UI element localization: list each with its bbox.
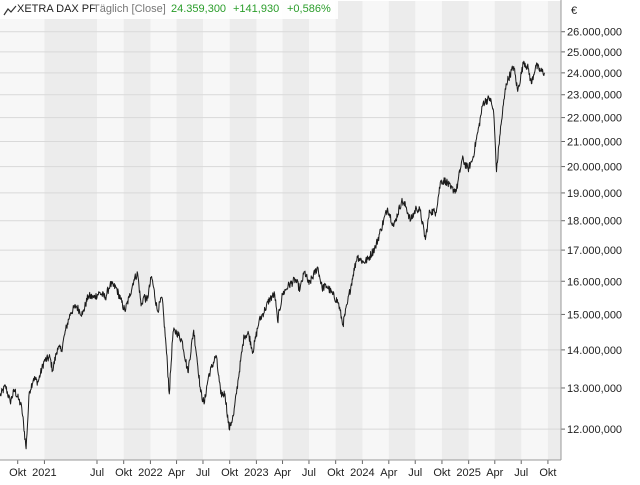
change-percent: +0,586% <box>287 3 331 15</box>
price-line <box>0 60 545 450</box>
y-tick-label: 23.000,000 <box>567 90 622 102</box>
x-tick-label: Apr <box>168 467 185 479</box>
x-tick-label: Apr <box>380 467 397 479</box>
quarter-band <box>44 1 97 460</box>
last-price: 24.359,300 <box>171 3 227 15</box>
quarter-band <box>335 1 363 460</box>
line-chart-icon[interactable] <box>3 5 17 16</box>
y-tick-label: 13.000,000 <box>567 383 622 395</box>
x-tick-label: Apr <box>274 467 291 479</box>
y-tick-label: 17.000,000 <box>567 245 622 257</box>
y-tick-label: 15.000,000 <box>567 309 622 321</box>
quarter-band <box>123 1 151 460</box>
x-tick-label: Apr <box>486 467 503 479</box>
x-tick-label: 2025 <box>456 467 480 479</box>
x-tick-label: Okt <box>9 467 26 479</box>
x-tick-label: 2022 <box>138 467 162 479</box>
y-tick-label: 20.000,000 <box>567 162 622 174</box>
quarter-band <box>176 1 203 460</box>
y-tick-label: 19.000,000 <box>567 188 622 200</box>
quarter-band <box>494 1 522 460</box>
x-tick-label: Jul <box>408 467 422 479</box>
x-tick-label: 2023 <box>244 467 268 479</box>
x-tick-label: Jul <box>90 467 104 479</box>
quarter-band <box>388 1 416 460</box>
y-tick-label: 21.000,000 <box>567 136 622 148</box>
x-tick-label: Okt <box>221 467 238 479</box>
x-tick-label: Okt <box>539 467 556 479</box>
x-tick-label: Jul <box>302 467 316 479</box>
instrument-name[interactable]: XETRA DAX PF <box>17 3 96 15</box>
y-tick-label: 22.000,000 <box>567 113 622 125</box>
x-tick-label: 2024 <box>350 467 374 479</box>
y-tick-label: 26.000,000 <box>567 27 622 39</box>
quarter-band <box>547 1 561 460</box>
x-tick-label: Okt <box>115 467 132 479</box>
quarter-band <box>229 1 257 460</box>
x-tick-label: Okt <box>433 467 450 479</box>
x-tick-label: Jul <box>514 467 528 479</box>
y-tick-label: 24.000,000 <box>567 68 622 80</box>
y-tick-label: 14.000,000 <box>567 345 622 357</box>
quarter-band <box>441 1 469 460</box>
currency-unit-label: € <box>571 5 577 17</box>
interval-label: Täglich [Close] <box>93 3 166 15</box>
y-tick-label: 16.000,000 <box>567 276 622 288</box>
legend-header <box>0 1 338 19</box>
y-tick-label: 12.000,000 <box>567 424 622 436</box>
x-tick-label: Okt <box>327 467 344 479</box>
x-tick-label: Jul <box>196 467 210 479</box>
y-tick-label: 25.000,000 <box>567 47 622 59</box>
x-tick-label: 2021 <box>32 467 56 479</box>
quarter-band <box>282 1 309 460</box>
y-tick-label: 18.000,000 <box>567 216 622 228</box>
change-absolute: +141,930 <box>233 3 280 15</box>
